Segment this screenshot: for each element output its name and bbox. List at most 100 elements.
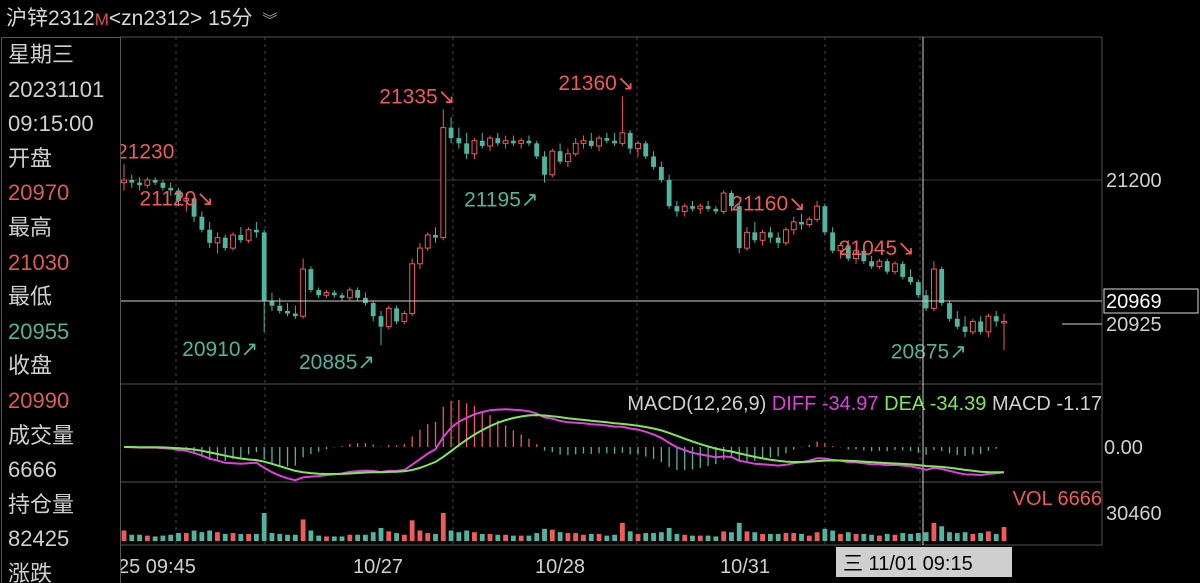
- candle-body: [495, 138, 501, 144]
- volume-bar: [518, 535, 524, 541]
- volume-bar: [409, 520, 415, 541]
- volume-bar: [285, 534, 290, 541]
- candle-body: [604, 138, 610, 141]
- date: 20231101: [8, 76, 105, 102]
- volume-bar: [814, 532, 820, 541]
- candle-body: [378, 316, 384, 327]
- dea-line: [124, 414, 1004, 475]
- volume-bar: [495, 534, 501, 541]
- open-value: 20970: [8, 180, 70, 206]
- candle-body: [783, 229, 789, 244]
- volume-bar: [191, 530, 197, 541]
- candle-body: [370, 303, 376, 317]
- candle-body: [720, 192, 727, 212]
- candle-body: [534, 143, 540, 157]
- candle-body: [681, 205, 688, 212]
- volume-bar: [401, 534, 407, 541]
- candle-body: [939, 269, 945, 304]
- candle-body: [744, 231, 750, 249]
- volume-bar: [503, 534, 509, 541]
- volume-bar: [838, 533, 843, 541]
- candle-body: [954, 318, 960, 327]
- volume-bar: [931, 522, 937, 541]
- candle-body: [674, 206, 680, 212]
- volume-bar: [581, 534, 586, 541]
- candle-body: [308, 269, 314, 290]
- low-annotation: 20885↗: [299, 351, 375, 374]
- volume-bar: [440, 513, 446, 541]
- volume-bar: [690, 535, 695, 541]
- volume-bar: [986, 531, 991, 541]
- candle-body: [502, 140, 509, 144]
- volume-bar: [300, 519, 306, 541]
- candle-body: [316, 290, 322, 296]
- candle-body: [806, 218, 813, 226]
- high-value: 21030: [8, 249, 70, 275]
- candle-body: [775, 237, 781, 243]
- volume-bar: [861, 533, 867, 541]
- candle-body: [129, 180, 135, 183]
- volume-bar: [596, 533, 602, 541]
- volume-bar: [900, 533, 906, 541]
- candle-body: [759, 231, 766, 241]
- volume-bar: [915, 533, 921, 541]
- volume-bar: [417, 530, 423, 541]
- candle-body: [908, 276, 913, 283]
- candle-body: [191, 198, 197, 217]
- volume-bar: [767, 533, 773, 541]
- volume-bar: [892, 534, 898, 541]
- volume-bar: [565, 533, 571, 541]
- volume-bar: [970, 533, 976, 541]
- volume-bar: [425, 533, 431, 541]
- volume-bar: [370, 532, 376, 541]
- period-selector[interactable]: 15分: [208, 7, 253, 30]
- candle-body: [923, 295, 929, 309]
- volume-bar: [464, 530, 470, 541]
- volume-bar: [316, 535, 322, 541]
- volume-bar: [487, 533, 493, 541]
- volume-bar: [472, 532, 477, 541]
- candle-body: [884, 261, 890, 272]
- candle-body: [588, 140, 594, 146]
- candle-body: [697, 205, 704, 210]
- x-tick-label: 10/27: [353, 556, 403, 578]
- volume-bar: [183, 533, 189, 541]
- candle-body: [238, 235, 244, 241]
- candle-body: [253, 229, 259, 233]
- candle-body: [269, 300, 275, 306]
- volume-bar: [238, 533, 244, 541]
- candle-body: [845, 245, 851, 259]
- volume-bar: [853, 533, 859, 541]
- candle-body: [285, 310, 290, 314]
- change-label: 涨跌: [8, 560, 53, 583]
- candle-body: [915, 282, 921, 296]
- candle-body: [355, 290, 361, 298]
- symbol-name[interactable]: 沪锌2312: [6, 7, 95, 30]
- volume-bar: [308, 530, 314, 541]
- candle-body: [666, 180, 672, 207]
- candle-body: [947, 303, 952, 319]
- candle-body: [985, 315, 992, 333]
- candle-body: [729, 193, 734, 207]
- candle-body: [456, 138, 462, 144]
- volume-bar: [651, 533, 656, 541]
- candle-body: [526, 140, 532, 144]
- volume-bar: [923, 532, 929, 541]
- crosshair-time-label: 三 11/01 09:15: [843, 553, 973, 575]
- contract-code: <zn2312>: [108, 7, 203, 30]
- double-chevron-down-icon[interactable]: ︾: [262, 12, 278, 29]
- candle-body: [861, 250, 867, 262]
- volume-label: 成交量: [8, 422, 75, 448]
- volume-bar: [604, 535, 610, 541]
- volume-bar: [199, 532, 205, 541]
- candle-body: [814, 205, 821, 220]
- candle-body: [160, 182, 166, 188]
- candle-body: [713, 208, 719, 212]
- main-contract-badge: M: [94, 10, 109, 29]
- candle-body: [183, 197, 190, 202]
- volume-bar: [697, 535, 703, 541]
- candle-body: [978, 321, 984, 332]
- candle-body: [962, 326, 968, 332]
- volume-bar: [869, 534, 875, 541]
